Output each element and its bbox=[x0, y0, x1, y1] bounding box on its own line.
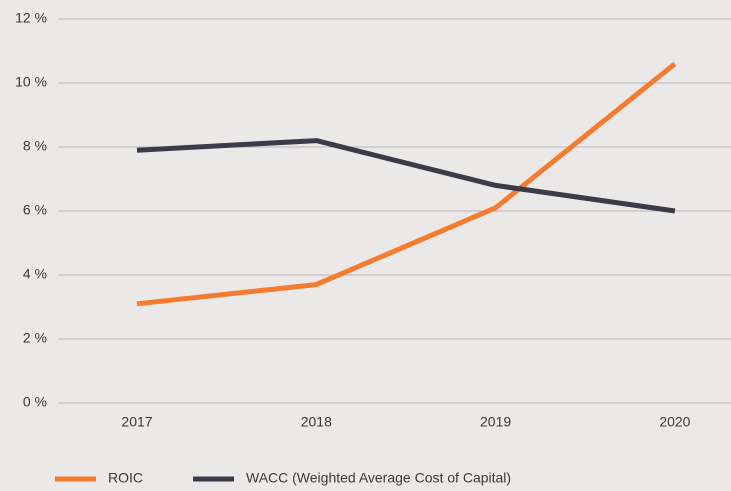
x-tick-label: 2017 bbox=[121, 414, 152, 430]
y-tick-label: 12 % bbox=[15, 10, 47, 26]
y-tick-label: 0 % bbox=[23, 394, 47, 410]
y-tick-label: 10 % bbox=[15, 74, 47, 90]
y-tick-label: 4 % bbox=[23, 266, 47, 282]
legend-label: WACC (Weighted Average Cost of Capital) bbox=[246, 470, 511, 486]
x-tick-label: 2019 bbox=[480, 414, 511, 430]
series-line bbox=[136, 61, 677, 307]
x-tick-label: 2018 bbox=[301, 414, 332, 430]
legend-label: ROIC bbox=[108, 470, 143, 486]
series-line bbox=[136, 138, 676, 214]
y-tick-label: 2 % bbox=[23, 330, 47, 346]
y-tick-label: 8 % bbox=[23, 138, 47, 154]
y-tick-label: 6 % bbox=[23, 202, 47, 218]
x-tick-label: 2020 bbox=[659, 414, 690, 430]
